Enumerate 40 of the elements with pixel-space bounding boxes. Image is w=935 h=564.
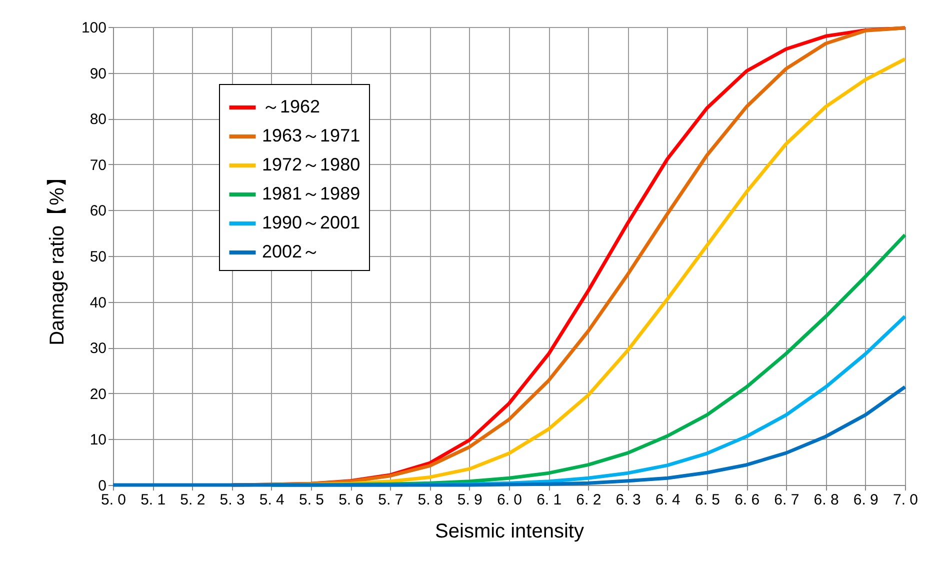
y-tick-label: 40 bbox=[90, 294, 106, 312]
x-tick-label: 6. 0 bbox=[496, 492, 522, 508]
x-tick-label: 6. 1 bbox=[536, 492, 562, 508]
x-tick-label: 7. 0 bbox=[892, 492, 918, 508]
x-tick-label: 5. 8 bbox=[418, 492, 443, 508]
y-tick-label: 100 bbox=[81, 20, 106, 36]
x-tick-label: 5. 7 bbox=[378, 492, 404, 508]
y-tick-label: 60 bbox=[90, 202, 106, 220]
x-tick-label: 6. 8 bbox=[814, 492, 839, 508]
legend-label: 2002～ bbox=[262, 242, 320, 262]
y-axis-title: Damage ratio【%】 bbox=[46, 168, 68, 346]
x-tick-label: 6. 5 bbox=[694, 492, 720, 508]
y-tick-label: 20 bbox=[90, 386, 106, 403]
x-tick-label: 5. 4 bbox=[259, 492, 284, 508]
x-tick-label: 6. 2 bbox=[576, 492, 602, 508]
y-tick-label: 0 bbox=[98, 478, 106, 494]
x-tick-label: 6. 3 bbox=[616, 492, 641, 508]
x-tick-label: 5. 2 bbox=[180, 492, 206, 508]
y-tick-label: 50 bbox=[90, 248, 106, 266]
x-tick-label: 5. 3 bbox=[220, 492, 245, 508]
x-tick-label: 5. 5 bbox=[298, 492, 324, 508]
x-axis-title: Seismic intensity bbox=[435, 520, 584, 542]
legend-label: 1963～1971 bbox=[262, 126, 360, 146]
x-tick-label: 5. 1 bbox=[140, 492, 166, 508]
x-tick-label: 5. 0 bbox=[100, 492, 126, 508]
x-tick-label: 6. 7 bbox=[774, 492, 800, 508]
x-tick-label: 6. 9 bbox=[853, 492, 878, 508]
x-tick-label: 5. 9 bbox=[457, 492, 482, 508]
y-tick-label: 70 bbox=[90, 156, 106, 174]
x-tick-label: 6. 4 bbox=[655, 492, 680, 508]
y-tick-label: 90 bbox=[90, 65, 106, 82]
legend-label: 1990～2001 bbox=[262, 212, 360, 232]
y-tick-label: 80 bbox=[90, 111, 106, 128]
x-tick-label: 5. 6 bbox=[338, 492, 364, 508]
legend-label: 1981～1989 bbox=[262, 184, 360, 204]
y-tick-label: 30 bbox=[90, 340, 106, 358]
legend-label: ～1962 bbox=[262, 96, 320, 116]
y-tick-label: 10 bbox=[90, 432, 106, 449]
legend-label: 1972～1980 bbox=[262, 154, 360, 174]
x-tick-label: 6. 6 bbox=[734, 492, 760, 508]
